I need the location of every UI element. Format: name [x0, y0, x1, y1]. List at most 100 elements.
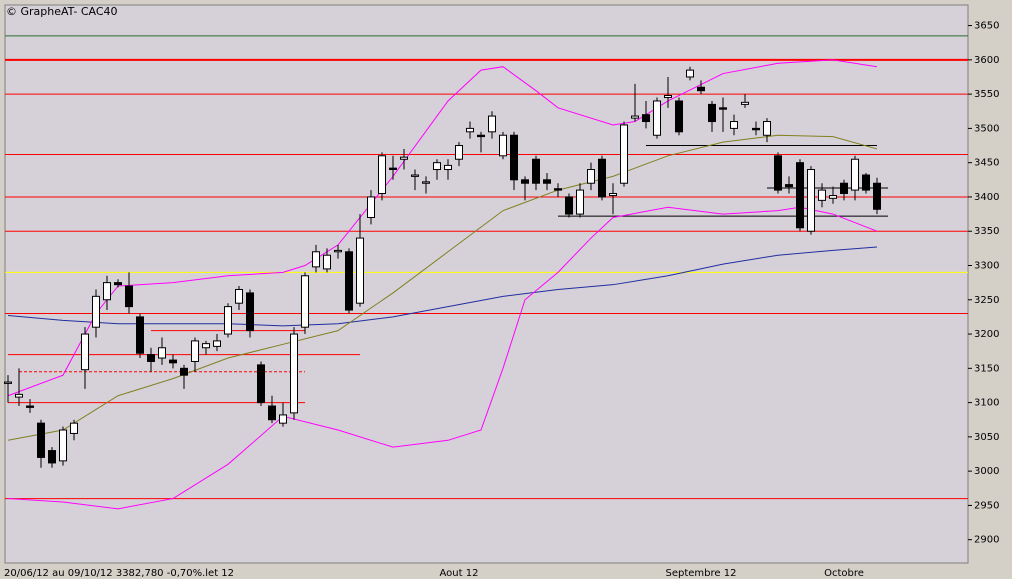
candle-body	[631, 115, 639, 119]
status-bar	[0, 564, 1012, 579]
candle-body	[774, 155, 782, 191]
x-tick-label: Septembre 12	[666, 568, 737, 579]
candle-body	[565, 196, 573, 215]
candle-body	[532, 158, 540, 184]
candle-body	[136, 316, 144, 354]
candle-body	[345, 251, 353, 311]
candle-body	[169, 359, 177, 364]
candle-body	[675, 100, 683, 133]
candle-body	[312, 251, 320, 268]
candle-body	[719, 107, 727, 110]
y-tick-label: 3400	[974, 192, 999, 203]
candle-body	[257, 364, 265, 404]
candle-body	[752, 127, 760, 131]
candle-body	[543, 179, 551, 184]
y-tick-label: 3350	[974, 226, 999, 237]
overlay-line	[7, 206, 878, 510]
x-tick-label: Aout 12	[440, 568, 479, 579]
candle-body	[158, 347, 166, 359]
candle-body	[180, 367, 188, 376]
candle-body	[202, 343, 210, 349]
candle-body	[785, 184, 793, 188]
candle-body	[70, 422, 78, 434]
candle-body	[411, 174, 419, 177]
candle-body	[642, 114, 650, 123]
plot-area	[4, 4, 969, 564]
candle-body	[92, 295, 100, 328]
candle-body	[873, 182, 881, 210]
candle-body	[851, 158, 859, 191]
candle-body	[290, 333, 298, 414]
candle-body	[587, 169, 595, 184]
candle-body	[400, 156, 408, 160]
candle-body	[103, 282, 111, 301]
y-tick-label: 3650	[974, 21, 999, 32]
y-tick-label: 3000	[974, 466, 999, 477]
candle-body	[730, 121, 738, 129]
candle-body	[356, 237, 364, 304]
y-tick-label: 3600	[974, 55, 999, 66]
y-tick-label: 3150	[974, 363, 999, 374]
candle-body	[224, 306, 232, 335]
candle-body	[246, 292, 254, 332]
y-tick-label: 3100	[974, 398, 999, 409]
footer: 20/06/12 au 09/10/12 3382,780 -0,70%.let…	[4, 568, 234, 579]
candle-body	[334, 249, 342, 253]
candle-body	[147, 354, 155, 362]
candle-body	[191, 340, 199, 362]
candle-body	[818, 189, 826, 201]
candle-body	[279, 414, 287, 424]
candle-body	[114, 282, 122, 286]
x-tick-label: Octobre	[824, 568, 864, 579]
candle-body	[840, 182, 848, 195]
candle-body	[268, 405, 276, 421]
y-tick-label: 3450	[974, 158, 999, 169]
candle-body	[609, 193, 617, 197]
candle-body	[697, 86, 705, 92]
candle-body	[4, 381, 12, 384]
candle-body	[686, 69, 694, 78]
candle-body	[708, 103, 716, 123]
candle-body	[488, 115, 496, 133]
candle-body	[521, 179, 529, 184]
y-tick-label: 3550	[974, 89, 999, 100]
y-tick-label: 2950	[974, 500, 999, 511]
candle-body	[664, 94, 672, 99]
y-tick-label: 2900	[974, 535, 999, 546]
overlay-line	[7, 59, 878, 397]
y-tick-label: 3500	[974, 123, 999, 134]
candle-body	[59, 429, 67, 462]
candle-body	[598, 158, 606, 198]
candle-body	[455, 145, 463, 160]
candle-body	[829, 195, 837, 199]
candle-body	[213, 340, 221, 347]
candle-body	[301, 275, 309, 328]
y-tick-label: 3250	[974, 295, 999, 306]
candle-body	[862, 174, 870, 191]
overlay-line	[7, 134, 878, 441]
candle-body	[81, 333, 89, 371]
candle-body	[741, 101, 749, 105]
candle-body	[499, 134, 507, 157]
candle-body	[15, 393, 23, 398]
candle-body	[26, 405, 34, 408]
candle-body	[620, 124, 628, 184]
candle-body	[477, 134, 485, 138]
y-tick-label: 3200	[974, 329, 999, 340]
candle-body	[653, 100, 661, 136]
candle-body	[444, 164, 452, 171]
overlay-line	[7, 246, 878, 327]
candle-body	[807, 169, 815, 232]
candle-body	[389, 167, 397, 171]
candle-body	[466, 127, 474, 133]
candle-body	[323, 254, 331, 270]
candle-body	[576, 189, 584, 215]
candle-body	[422, 181, 430, 184]
candle-body	[510, 134, 518, 181]
candle-body	[796, 162, 804, 229]
y-tick-label: 3050	[974, 432, 999, 443]
candle-body	[235, 288, 243, 304]
chart-title: © GrapheAT- CAC40	[6, 5, 118, 18]
candle-body	[433, 162, 441, 171]
